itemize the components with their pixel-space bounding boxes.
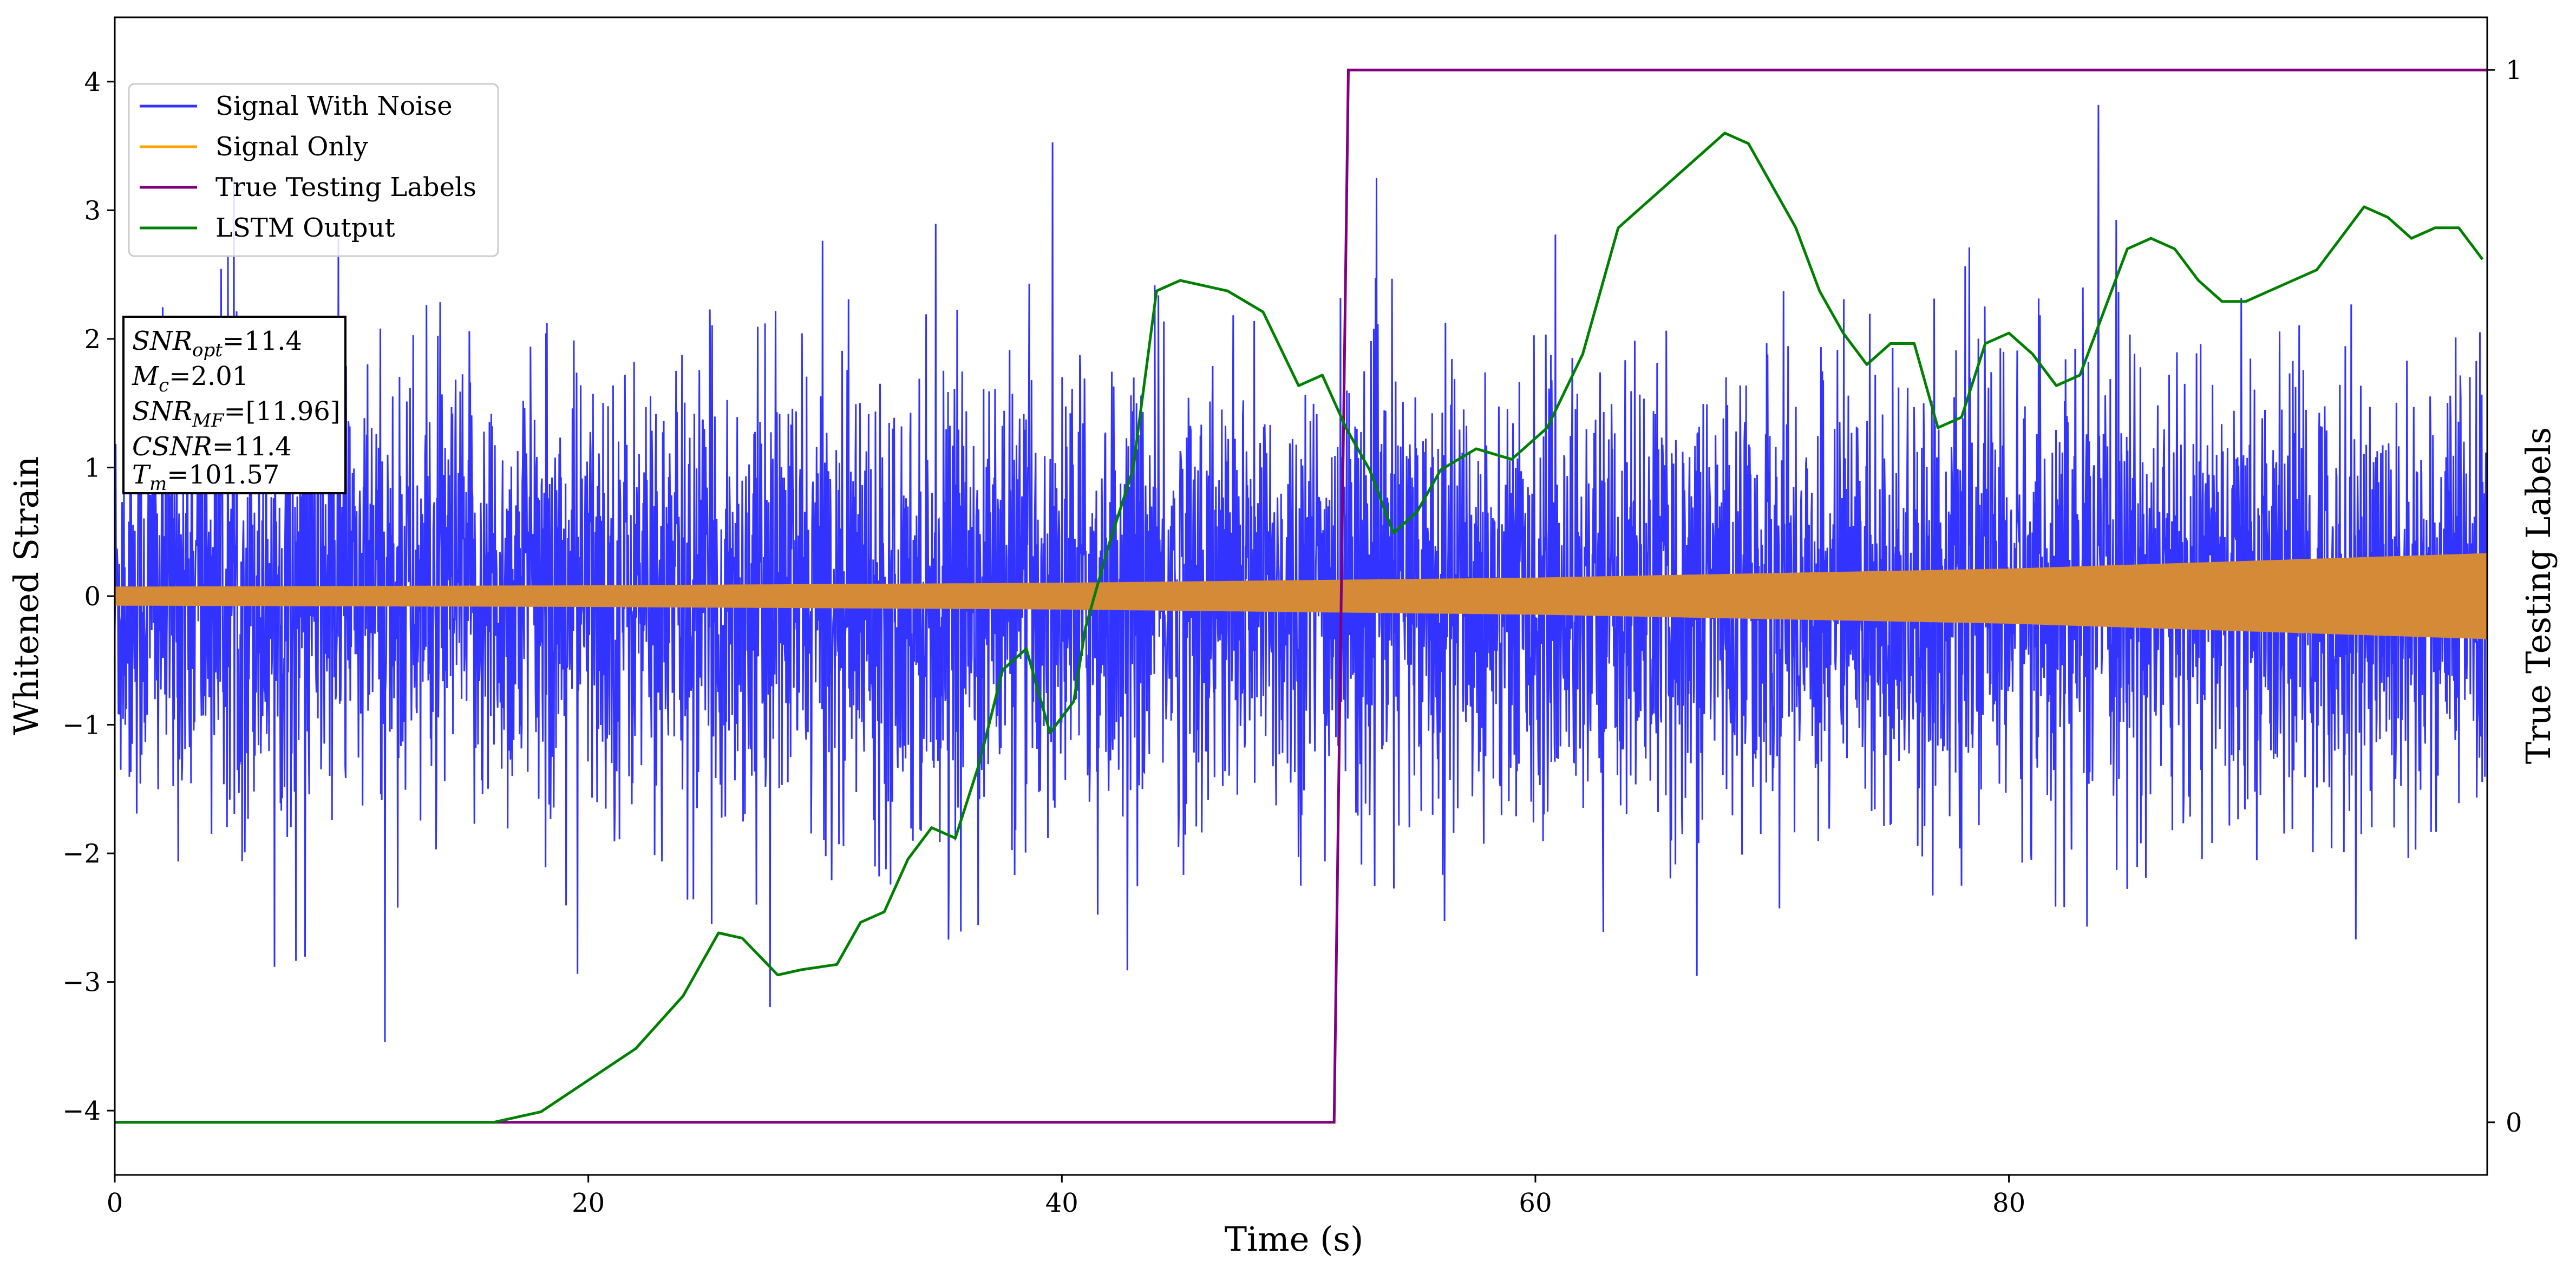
- annotation-line-csnr: CSNR=11.4: [132, 432, 292, 462]
- y-tick-label-left: 2: [84, 324, 101, 355]
- true-testing-labels-line: [115, 68, 2487, 1124]
- annotation-line-tm: Tm=101.57: [132, 460, 279, 495]
- x-tick-label: 0: [107, 1188, 123, 1218]
- y-tick-label-left: 3: [84, 195, 101, 226]
- legend-label-true-testing-labels: True Testing Labels: [215, 172, 476, 202]
- signal-only-band: [115, 553, 2487, 639]
- y-tick-label-left: 4: [84, 67, 101, 97]
- x-tick-label: 60: [1519, 1188, 1552, 1218]
- y-tick-label-right: 1: [2506, 55, 2522, 86]
- y-axis-title-right: True Testing Labels: [2519, 427, 2558, 765]
- true-labels-series: [115, 68, 2487, 1124]
- legend-label-signal-with-noise: Signal With Noise: [215, 91, 453, 121]
- y-tick-label-left: 1: [84, 453, 101, 483]
- y-tick-label-left: −1: [62, 710, 101, 741]
- y-tick-label-right: 0: [2506, 1108, 2522, 1138]
- y-tick-label-left: −4: [62, 1096, 101, 1126]
- legend: Signal With Noise Signal Only True Testi…: [128, 83, 499, 257]
- x-tick-label: 20: [572, 1188, 605, 1218]
- x-axis-title: Time (s): [1225, 1219, 1364, 1259]
- x-tick-label: 40: [1045, 1188, 1078, 1218]
- legend-label-signal-only: Signal Only: [215, 132, 368, 162]
- lstm-output-line: [115, 132, 2484, 1124]
- y-tick-label-left: 0: [84, 582, 101, 612]
- y-tick-label-left: −2: [62, 839, 101, 869]
- signal-only-series: [115, 553, 2487, 639]
- x-tick-label: 80: [1992, 1188, 2025, 1218]
- legend-label-lstm-output: LSTM Output: [215, 213, 395, 243]
- y-tick-label-left: −3: [62, 968, 101, 998]
- annotation-frame: [122, 316, 346, 494]
- lstm-output-series: [115, 132, 2484, 1124]
- annotation-line-snr-mf: SNRMF=[11.96]: [132, 396, 341, 432]
- plot-area: [115, 68, 2487, 1124]
- annotation-line-snr-opt: SNRopt=11.4: [132, 326, 302, 361]
- legend-box: [128, 83, 499, 257]
- snr-annotation-box: SNRopt=11.4 Mc=2.01 SNRMF=[11.96] CSNR=1…: [122, 316, 346, 495]
- y-axis-title-left: Whitened Strain: [6, 456, 46, 735]
- annotation-line-mc: Mc=2.01: [132, 361, 249, 396]
